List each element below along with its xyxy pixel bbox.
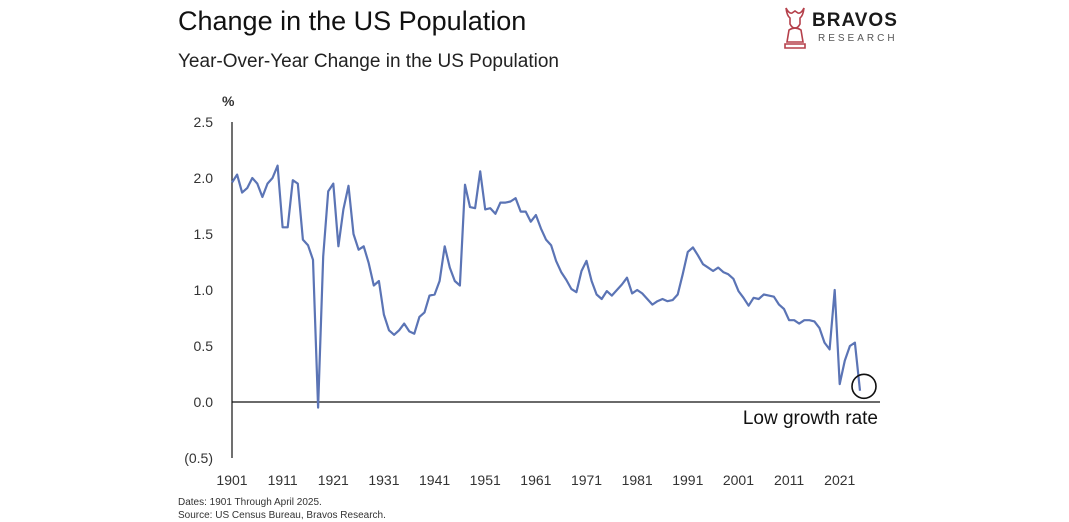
x-tick-label: 1921 bbox=[318, 472, 349, 488]
chart-title: Change in the US Population bbox=[178, 6, 527, 36]
x-tick-label: 1981 bbox=[622, 472, 653, 488]
low-growth-annotation: Low growth rate bbox=[743, 408, 878, 429]
population-change-line bbox=[231, 164, 862, 409]
logo-subtitle: RESEARCH bbox=[818, 33, 898, 44]
x-tick-label: 2011 bbox=[774, 472, 804, 488]
y-tick-label: 0.5 bbox=[194, 338, 214, 354]
low-growth-circle bbox=[851, 373, 877, 400]
x-tick-label: 1951 bbox=[470, 472, 501, 488]
x-tick-label: 2021 bbox=[824, 472, 855, 488]
y-tick-label: 1.0 bbox=[194, 282, 214, 298]
y-tick-label: 1.5 bbox=[194, 226, 214, 242]
bravos-logo: BRAVOS RESEARCH bbox=[778, 4, 918, 50]
x-tick-label: 1931 bbox=[368, 472, 399, 488]
y-tick-label: 2.0 bbox=[194, 170, 214, 186]
y-tick-label: 2.5 bbox=[194, 114, 214, 130]
x-axis-ticks: 1901 1911 1921 1931 1941 1951 1961 1971 1981 1991… bbox=[216, 472, 855, 488]
x-tick-label: 1911 bbox=[268, 472, 298, 488]
x-tick-label: 1941 bbox=[419, 472, 450, 488]
chart-subtitle: Year-Over-Year Change in the US Populati… bbox=[178, 51, 559, 72]
x-tick-label: 1901 bbox=[216, 472, 247, 488]
footnote-dates: Dates: 1901 Through April 2025. bbox=[178, 497, 322, 508]
y-tick-label: 0.0 bbox=[194, 394, 214, 410]
footnote-source: Source: US Census Bureau, Bravos Researc… bbox=[178, 510, 386, 521]
y-axis-unit-label: % bbox=[222, 93, 235, 109]
x-tick-label: 1991 bbox=[672, 472, 703, 488]
x-tick-label: 1961 bbox=[520, 472, 551, 488]
x-tick-label: 2001 bbox=[723, 472, 754, 488]
logo-name: BRAVOS bbox=[812, 10, 898, 31]
y-tick-label: (0.5) bbox=[184, 450, 213, 466]
y-axis-ticks: 2.5 2.0 1.5 1.0 0.5 0.0 (0.5) bbox=[184, 114, 213, 466]
x-tick-label: 1971 bbox=[571, 472, 602, 488]
bull-logo-icon bbox=[784, 7, 806, 49]
